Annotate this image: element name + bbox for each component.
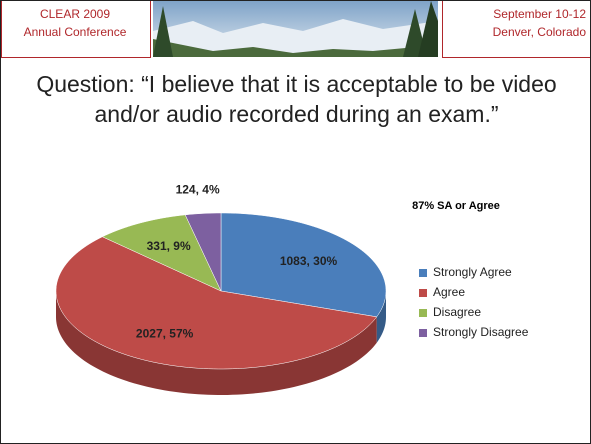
data-label: 331, 9%: [147, 239, 191, 253]
data-label: 2027, 57%: [136, 326, 194, 340]
legend-label: Agree: [433, 285, 465, 299]
header-text: Denver, Colorado: [442, 23, 586, 41]
data-label: 124, 4%: [176, 182, 220, 196]
question: Question: “I believe that it is acceptab…: [21, 69, 572, 129]
header-image: [153, 1, 438, 57]
legend-label: Strongly Agree: [433, 265, 512, 279]
legend-label: Disagree: [433, 305, 481, 319]
slide: CLEAR 2009 Annual Conference September 1…: [0, 0, 591, 444]
annotation: 87% SA or Agree: [412, 200, 500, 212]
legend-swatch: [419, 309, 427, 317]
header-text: September 10-12: [442, 5, 586, 23]
legend-swatch: [419, 329, 427, 337]
legend-swatch: [419, 289, 427, 297]
header-text: CLEAR 2009: [1, 5, 149, 23]
header-left: CLEAR 2009 Annual Conference: [1, 5, 149, 41]
header-right: September 10-12 Denver, Colorado: [442, 5, 586, 41]
legend-label: Strongly Disagree: [433, 325, 529, 339]
header-text: Annual Conference: [1, 23, 149, 41]
chart: 1083, 30% 2027, 57% 331, 9% 124, 4% 87% SA o…: [1, 151, 590, 441]
legend-swatch: [419, 269, 427, 277]
data-label: 1083, 30%: [280, 254, 338, 268]
